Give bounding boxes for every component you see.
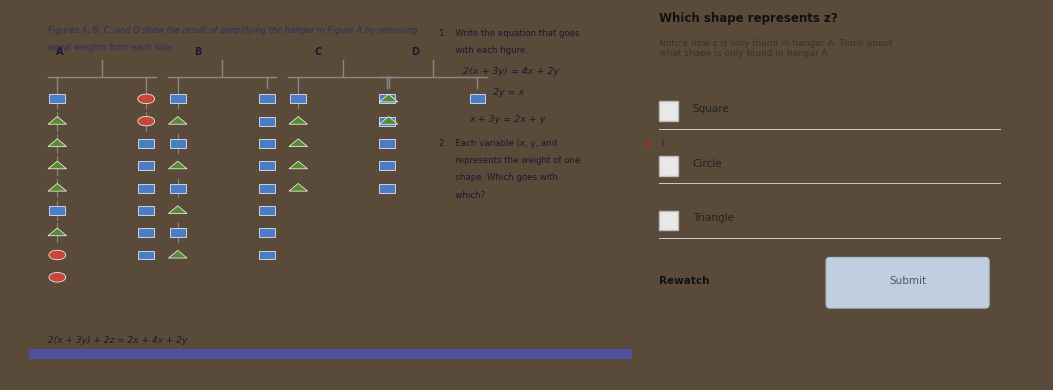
Polygon shape xyxy=(379,117,398,124)
Polygon shape xyxy=(289,139,307,147)
Bar xyxy=(259,161,275,170)
Polygon shape xyxy=(48,228,66,236)
Bar xyxy=(170,228,185,237)
Text: Rewatch: Rewatch xyxy=(659,276,710,286)
Polygon shape xyxy=(379,94,398,102)
Bar xyxy=(29,349,632,359)
Bar xyxy=(659,156,678,176)
Polygon shape xyxy=(48,117,66,124)
Bar xyxy=(259,117,275,126)
Polygon shape xyxy=(289,183,307,191)
Circle shape xyxy=(48,273,65,282)
Bar xyxy=(259,228,275,237)
Polygon shape xyxy=(48,139,66,147)
Text: shape. Which goes with: shape. Which goes with xyxy=(439,174,558,183)
Bar xyxy=(470,94,485,103)
Bar xyxy=(49,94,65,103)
Polygon shape xyxy=(168,161,187,169)
Text: D: D xyxy=(411,47,419,57)
Text: Submit: Submit xyxy=(889,276,927,286)
Text: 2y = x: 2y = x xyxy=(493,88,524,97)
Polygon shape xyxy=(168,250,187,258)
Bar xyxy=(379,139,395,148)
Text: 2(x + 3y) = 4x + 2y: 2(x + 3y) = 4x + 2y xyxy=(463,67,559,76)
Text: ): ) xyxy=(660,139,664,148)
Bar xyxy=(259,184,275,193)
Bar xyxy=(259,139,275,148)
Polygon shape xyxy=(48,183,66,191)
Bar xyxy=(659,211,678,230)
Text: 2.   Each variable (x, y, and: 2. Each variable (x, y, and xyxy=(439,139,557,148)
Text: 1.   Write the equation that goes: 1. Write the equation that goes xyxy=(439,29,580,38)
Bar xyxy=(138,228,154,237)
Text: A: A xyxy=(56,47,63,57)
Bar xyxy=(379,184,395,193)
Bar xyxy=(291,94,306,103)
Polygon shape xyxy=(168,117,187,124)
Bar xyxy=(49,206,65,215)
Text: Figures A, B, C, and D show the result of simplifying the hanger in Figure A by : Figures A, B, C, and D show the result o… xyxy=(47,26,417,35)
Bar xyxy=(170,94,185,103)
Text: represents the weight of one: represents the weight of one xyxy=(439,156,580,165)
Bar xyxy=(259,250,275,259)
Bar xyxy=(170,139,185,148)
Text: Which shape represents z?: Which shape represents z? xyxy=(659,12,838,25)
Circle shape xyxy=(48,250,65,260)
Bar xyxy=(170,184,185,193)
Text: 2(x + 3y) + 2z = 2x + 4x + 2y: 2(x + 3y) + 2z = 2x + 4x + 2y xyxy=(47,336,187,345)
Text: Circle: Circle xyxy=(693,159,722,169)
Polygon shape xyxy=(289,117,307,124)
Circle shape xyxy=(138,94,155,104)
Bar xyxy=(379,117,395,126)
Bar xyxy=(259,94,275,103)
Bar xyxy=(379,161,395,170)
Polygon shape xyxy=(289,161,307,169)
Circle shape xyxy=(138,116,155,126)
Polygon shape xyxy=(168,206,187,213)
Text: x + 3y = 2x + y: x + 3y = 2x + y xyxy=(470,115,545,124)
Bar xyxy=(138,250,154,259)
Bar xyxy=(659,101,678,121)
Bar xyxy=(138,184,154,193)
Text: B: B xyxy=(195,47,202,57)
Text: with each figure.: with each figure. xyxy=(439,46,528,55)
Bar xyxy=(138,139,154,148)
Text: equal weights from each side.: equal weights from each side. xyxy=(47,43,174,52)
Bar xyxy=(138,161,154,170)
Bar xyxy=(138,206,154,215)
Text: z: z xyxy=(647,139,652,148)
FancyBboxPatch shape xyxy=(826,257,989,308)
Bar xyxy=(379,94,395,103)
Text: C: C xyxy=(315,47,322,57)
Text: Notice how z is only found in hangar A. Think about
what shape is only found in : Notice how z is only found in hangar A. … xyxy=(659,39,893,58)
Polygon shape xyxy=(48,161,66,169)
Bar xyxy=(259,206,275,215)
Text: Triangle: Triangle xyxy=(693,213,734,223)
Text: Square: Square xyxy=(693,104,730,114)
Text: which?: which? xyxy=(439,191,485,200)
